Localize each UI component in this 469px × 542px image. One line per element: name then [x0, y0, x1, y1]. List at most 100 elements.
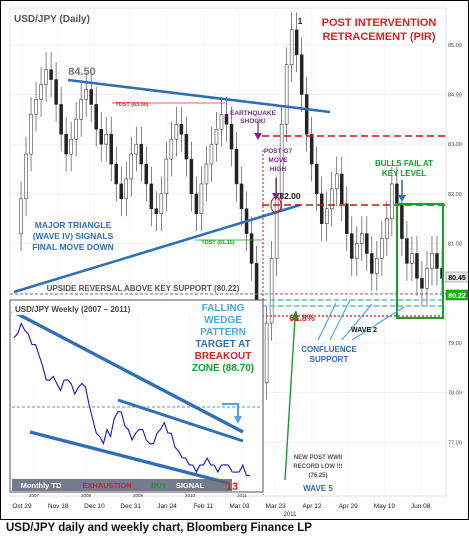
weekly-annotation: BUY: [151, 481, 167, 490]
x-tick-label: Oct 29: [12, 503, 32, 510]
daily-annotation: BULLS FAIL AT: [375, 159, 433, 168]
candle-body: [104, 133, 108, 145]
candle-body: [395, 183, 399, 205]
weekly-annotation: EXHAUSTION: [82, 481, 131, 490]
weekly-annotation: BREAKOUT: [195, 351, 252, 362]
candle-body: [430, 253, 434, 269]
y-tick-label: 81.00: [448, 242, 462, 248]
candle-body: [119, 183, 123, 200]
candle-body: [229, 124, 234, 150]
earthquake-arrowhead: [254, 133, 262, 140]
weekly-x-tick-label: 2008: [81, 493, 92, 498]
candle-body: [139, 143, 144, 165]
daily-annotation: (76.25): [308, 473, 327, 479]
candle-body: [380, 238, 384, 259]
post-g7-arrowhead: [272, 193, 280, 200]
candle-body: [355, 243, 359, 259]
x-tick-label: Mar 03: [229, 503, 250, 510]
candle-body: [194, 193, 199, 214]
candle-body: [129, 153, 134, 180]
candle-body: [64, 133, 68, 155]
x-tick-label: Mar 23: [266, 503, 287, 510]
weekly-annotation: WEDGE: [204, 315, 242, 326]
y-tick-label: 85.00: [448, 43, 462, 49]
y-tick-label: 79.00: [448, 341, 462, 347]
candle-body: [420, 278, 424, 289]
td-signal-banner: [12, 479, 232, 491]
candle-body: [74, 119, 78, 140]
x-tick-label: Jan 24: [157, 503, 177, 510]
weekly-annotation: Monthly TD: [21, 481, 62, 490]
candle-body: [314, 163, 319, 195]
price-badge-80-45: [445, 271, 469, 283]
candle-body: [44, 69, 48, 85]
candle-body: [425, 268, 429, 289]
price-badge-80-22: [445, 289, 469, 301]
daily-annotation: HIGH: [270, 166, 287, 173]
candle-body: [69, 138, 73, 155]
candle-body: [164, 158, 169, 195]
candle-body: [375, 258, 379, 274]
candle-body: [89, 89, 93, 105]
candle-body: [184, 133, 189, 160]
weekly-x-tick-label: 2011: [237, 493, 247, 498]
candle-body: [415, 253, 419, 279]
candle-body: [274, 193, 279, 259]
wave5-arrow: [284, 317, 296, 481]
weekly-x-tick-label: 2010: [185, 493, 196, 498]
weekly-series-line: [13, 322, 251, 477]
candle-body: [54, 79, 58, 105]
weekly-chart-title: USD/JPY Weekly (2007 – 2011): [15, 305, 131, 314]
bulls-fail-arrowhead: [398, 195, 406, 202]
candle-body: [24, 153, 28, 200]
y-tick-label: 83.00: [448, 142, 462, 148]
candle-body: [345, 203, 349, 234]
candle-body: [350, 233, 354, 259]
y-tick-label: 82.00: [448, 192, 462, 198]
confluence-arrow-4: [351, 306, 405, 341]
candle-body: [174, 124, 179, 140]
weekly-x-tick-label: 2009: [133, 493, 144, 498]
weekly-annotation: FALLING: [202, 303, 245, 314]
candle-body: [79, 99, 83, 120]
daily-annotation: 61.8%: [289, 313, 315, 323]
x-tick-label: Apr 29: [339, 503, 359, 510]
candle-body: [224, 114, 229, 125]
candle-body: [410, 253, 414, 264]
daily-annotation: RETRACEMENT (PIR): [322, 31, 435, 43]
candle-body: [144, 163, 149, 185]
candle-body: [400, 203, 404, 239]
candle-body: [279, 124, 284, 195]
candle-body: [209, 143, 214, 165]
daily-annotation: MAJOR TRIANGLE: [35, 220, 112, 230]
daily-annotation: UPSIDE REVERSAL ABOVE KEY SUPPORT (80.22…: [47, 284, 240, 293]
candle-body: [304, 94, 309, 135]
daily-annotation: TDST (81.15): [201, 240, 234, 246]
daily-annotation: MOVE: [268, 157, 288, 164]
candle-body: [59, 104, 63, 135]
candle-body: [189, 158, 194, 195]
daily-annotation: TDST (83.90): [115, 102, 148, 108]
candle-body: [49, 69, 53, 80]
candle-body: [385, 218, 389, 239]
candle-body: [324, 208, 329, 224]
breakout-arrowhead: [234, 416, 242, 424]
y-tick-label: 78.00: [448, 391, 462, 397]
daily-annotation: 82.00: [279, 191, 301, 201]
candle-body: [84, 89, 88, 100]
candle-body: [204, 163, 209, 185]
daily-annotation: 1: [298, 17, 303, 26]
candle-body: [154, 208, 159, 214]
candle-body: [179, 124, 184, 135]
candle-body: [294, 29, 299, 55]
candle-body: [335, 173, 339, 190]
candle-body: [39, 84, 43, 100]
candle-body: [360, 233, 364, 244]
daily-annotation: WAVE 2: [351, 327, 377, 334]
bulls-fail-box: [396, 203, 444, 319]
price-badge-80-45-text: 80.45: [448, 275, 466, 282]
daily-annotation: SUPPORT: [310, 355, 349, 364]
candle-body: [299, 54, 304, 95]
wedge-lower-line: [29, 430, 229, 485]
candle-body: [34, 99, 38, 115]
